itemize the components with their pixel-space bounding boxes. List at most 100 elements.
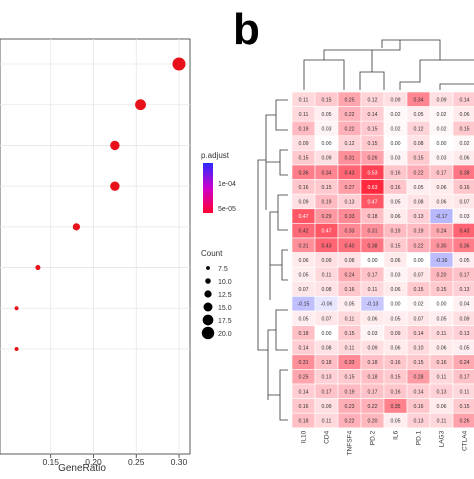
heatmap-cell-value: 0.05 — [344, 302, 354, 308]
heatmap-cell-value: 0.40 — [344, 243, 354, 249]
count-legend-label: 20.0 — [218, 331, 232, 338]
heatmap-cell-value: 0.16 — [298, 185, 308, 191]
count-legend-label: 10.0 — [218, 279, 232, 286]
heatmap-cell-value: 0.25 — [344, 97, 354, 103]
heatmap-cell-value: -0.16 — [436, 258, 448, 264]
heatmap-cell-value: 0.18 — [367, 360, 377, 366]
heatmap-cell-value: 0.47 — [367, 200, 377, 206]
heatmap-cell-value: 0.09 — [459, 316, 469, 322]
heatmap-cell-value: 0.22 — [344, 112, 354, 118]
heatmap-cell-value: 0.11 — [299, 97, 309, 103]
heatmap-cell-value: 0.02 — [436, 112, 446, 118]
heatmap-column-label: CD4 — [324, 430, 331, 443]
heatmap-cell-value: 0.06 — [390, 214, 400, 220]
heatmap-cell-value: 0.15 — [321, 185, 331, 191]
heatmap-cell-value: 0.07 — [321, 316, 331, 322]
p-adjust-legend-title: p.adjust — [201, 151, 230, 160]
heatmap-cell-value: -0.13 — [367, 302, 379, 308]
heatmap-cell-value: 0.18 — [321, 360, 331, 366]
heatmap-cell-value: 0.14 — [459, 97, 469, 103]
heatmap-cell-value: 0.11 — [322, 419, 332, 425]
heatmap-cell-value: 0.00 — [390, 302, 400, 308]
heatmap-cell-value: 0.00 — [436, 302, 446, 308]
heatmap-cell-value: 0.06 — [390, 287, 400, 293]
heatmap-cell-value: 0.08 — [321, 346, 331, 352]
heatmap-cell-value: 0.27 — [344, 185, 354, 191]
count-legend-label: 15.0 — [218, 305, 232, 312]
heatmap-cell-value: 0.06 — [436, 404, 446, 410]
count-legend-label: 17.5 — [218, 318, 232, 325]
heatmap-cell-value: 0.18 — [298, 419, 308, 425]
heatmap-cell-value: 0.04 — [459, 302, 469, 308]
heatmap-cell-value: 0.22 — [413, 243, 423, 249]
count-legend-dot — [206, 266, 210, 270]
count-legend-dot — [204, 303, 213, 312]
heatmap-cell-value: 0.07 — [413, 273, 423, 279]
heatmap-cell-value: 0.20 — [367, 419, 377, 425]
heatmap-cell-value: 0.15 — [459, 404, 469, 410]
heatmap-cell-value: 0.16 — [436, 360, 446, 366]
heatmap-cell-value: 0.10 — [413, 346, 423, 352]
heatmap-cell-value: 0.19 — [413, 229, 423, 235]
heatmap-cell-value: 0.38 — [367, 243, 377, 249]
heatmap-cell-value: 0.05 — [298, 316, 308, 322]
heatmap-cell-value: 0.13 — [321, 375, 331, 381]
heatmap-cell-value: 0.31 — [298, 243, 308, 249]
data-point — [15, 347, 19, 351]
heatmap-cell-value: 0.23 — [344, 404, 354, 410]
heatmap-cell-value: 0.63 — [367, 185, 377, 191]
heatmap-column-label: LAG3 — [439, 430, 446, 447]
heatmap-cell-value: 0.05 — [413, 112, 423, 118]
heatmap-cell-value: 0.43 — [459, 229, 469, 235]
heatmap-cell-value: 0.53 — [367, 170, 377, 176]
data-point — [172, 57, 185, 70]
heatmap-column-label: PD.1 — [416, 430, 423, 445]
p-adjust-legend: p.adjust 1e-04 5e-05 — [201, 151, 236, 213]
heatmap-cell-value: 0.09 — [390, 97, 400, 103]
heatmap-cell-value: 0.05 — [390, 316, 400, 322]
count-legend-title: Count — [201, 249, 223, 258]
heatmap-cell-value: 0.03 — [436, 156, 446, 162]
x-axis-label: GeneRatio — [58, 463, 106, 474]
heatmap-cell-value: 0.09 — [321, 258, 331, 264]
heatmap-cell-value: 0.18 — [298, 331, 308, 337]
heatmap-cell-value: 0.11 — [437, 375, 447, 381]
heatmap-cell-value: 0.13 — [459, 287, 469, 293]
heatmap-cell-value: 0.33 — [344, 229, 354, 235]
heatmap-cell-value: 0.00 — [367, 258, 377, 264]
heatmap-cell-value: 0.16 — [344, 287, 354, 293]
heatmap-cell-value: 0.06 — [390, 258, 400, 264]
heatmap-cell-value: 0.33 — [344, 360, 354, 366]
heatmap-cell-value: 0.06 — [459, 156, 469, 162]
heatmap-cell-value: 0.00 — [321, 331, 331, 337]
heatmap-cell-value: 0.11 — [345, 316, 355, 322]
data-point — [35, 265, 40, 270]
heatmap-cell-value: 0.08 — [321, 287, 331, 293]
heatmap-cell-value: 0.17 — [459, 375, 469, 381]
heatmap-cell-value: 0.03 — [390, 156, 400, 162]
data-point — [110, 141, 119, 150]
heatmap-cell-value: 0.15 — [390, 375, 400, 381]
p-adjust-label-2: 5e-05 — [218, 206, 236, 213]
heatmap-cell-value: 0.14 — [413, 331, 423, 337]
heatmap-cell-value: 0.02 — [390, 127, 400, 133]
heatmap-cell-value: 0.06 — [436, 346, 446, 352]
heatmap-cell-value: 0.11 — [299, 112, 309, 118]
heatmap-cell-value: 0.02 — [436, 127, 446, 133]
heatmap-cell-value: 0.17 — [367, 273, 377, 279]
heatmap-cell-value: 0.05 — [459, 346, 469, 352]
heatmap-cell-value: 0.16 — [298, 404, 308, 410]
heatmap-cell-value: 0.12 — [413, 127, 423, 133]
data-point — [73, 223, 80, 230]
heatmap-cell-value: -0.15 — [298, 302, 310, 308]
heatmap-cell-value: 0.06 — [367, 316, 377, 322]
heatmap-cell-value: 0.11 — [368, 287, 378, 293]
heatmap-cell-value: 0.12 — [344, 141, 354, 147]
heatmap-cell-value: 0.24 — [344, 273, 354, 279]
x-tick-label: 0.15 — [42, 457, 59, 467]
heatmap-cell-value: 0.05 — [390, 419, 400, 425]
count-legend-dot — [202, 327, 214, 339]
